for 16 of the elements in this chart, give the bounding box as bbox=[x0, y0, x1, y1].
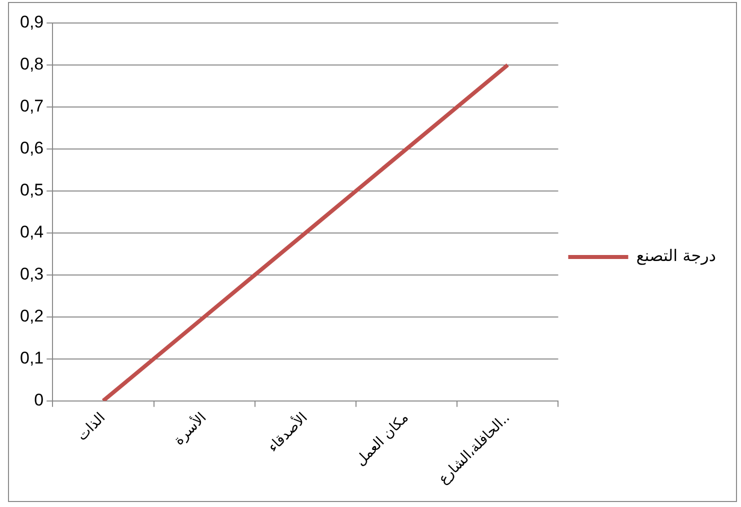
y-tick-label: 0,2 bbox=[20, 306, 44, 326]
legend-label: درجة التصنع bbox=[636, 246, 716, 266]
y-tick-label: 0,9 bbox=[20, 12, 44, 32]
y-tick-label: 0,1 bbox=[20, 348, 44, 368]
y-tick-label: 0,4 bbox=[20, 222, 44, 242]
x-tick-label: مكان العمل bbox=[352, 410, 412, 470]
y-tick-label: 0,8 bbox=[20, 54, 44, 74]
y-tick-label: 0,3 bbox=[20, 264, 44, 284]
y-tick-label: 0,7 bbox=[20, 96, 44, 116]
x-tick-label: الحافلة،الشارع.. bbox=[435, 410, 514, 488]
x-tick-label: الأصدقاء bbox=[264, 408, 311, 456]
y-tick-label: 0 bbox=[34, 390, 44, 410]
y-tick-label: 0,6 bbox=[20, 138, 44, 158]
y-tick-label: 0,5 bbox=[20, 180, 44, 200]
x-tick-label: الأسرة bbox=[170, 408, 210, 449]
x-tick-label: الذات bbox=[74, 410, 109, 444]
